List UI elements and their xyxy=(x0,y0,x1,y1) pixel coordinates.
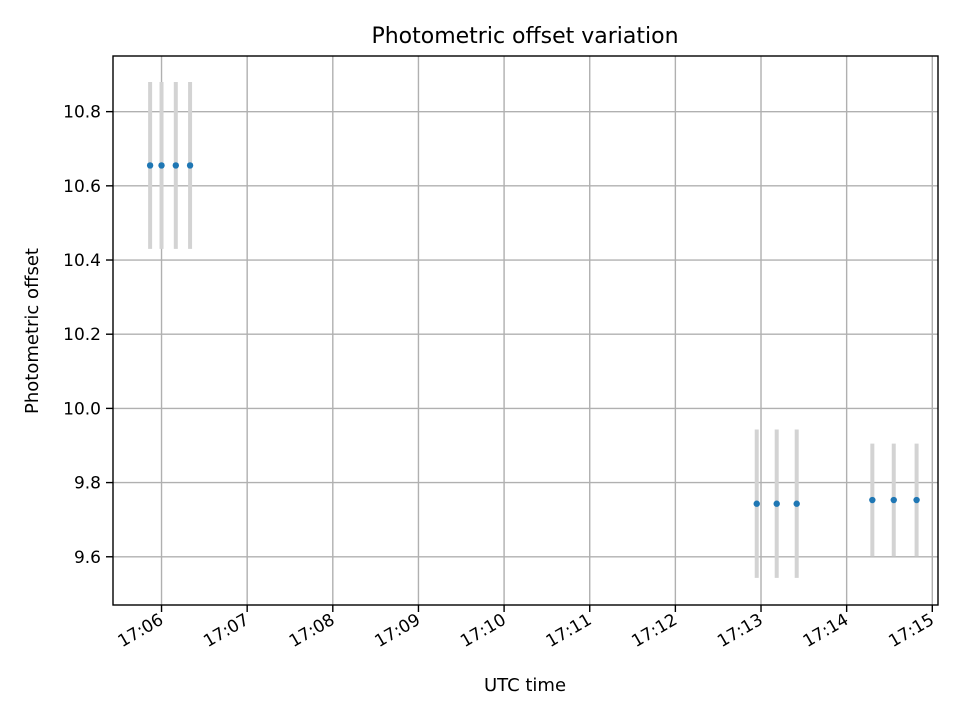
y-tick-label: 9.8 xyxy=(74,474,101,494)
y-tick-label: 10.6 xyxy=(63,177,101,197)
grid xyxy=(113,56,938,605)
data-points xyxy=(146,162,920,507)
data-point xyxy=(753,500,760,507)
y-tick-label: 10.4 xyxy=(63,251,101,271)
y-tick-label: 9.6 xyxy=(74,548,101,568)
y-tick-label: 10.2 xyxy=(63,325,101,345)
data-point xyxy=(913,496,920,504)
plot-frame xyxy=(112,55,939,606)
y-tick-label: 10.8 xyxy=(63,103,101,123)
data-point xyxy=(172,162,180,169)
y-axis-label: Photometric offset xyxy=(22,248,43,414)
x-axis-label: UTC time xyxy=(484,675,566,696)
data-point xyxy=(146,162,154,169)
data-point xyxy=(890,496,897,504)
chart-title: Photometric offset variation xyxy=(371,24,678,49)
data-point xyxy=(869,496,876,504)
data-point xyxy=(773,500,780,507)
data-point xyxy=(186,162,194,169)
data-point xyxy=(158,162,165,169)
data-point xyxy=(793,500,800,507)
y-axis-ticks: 9.6 9.8 10.0 10.2 10.4 10.6 10.8 xyxy=(63,103,113,568)
y-tick-label: 10.0 xyxy=(63,399,101,419)
